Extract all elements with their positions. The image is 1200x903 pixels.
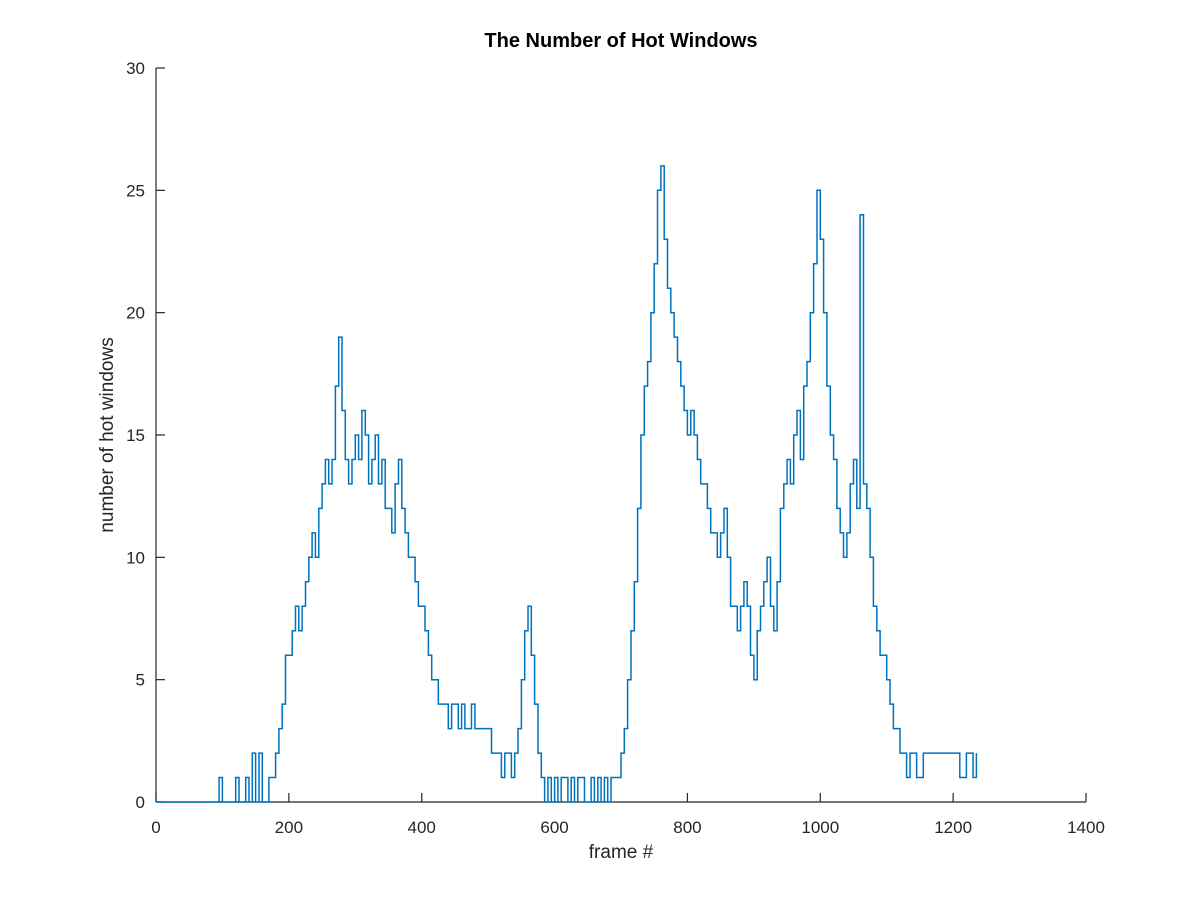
plot-background xyxy=(156,68,1086,802)
x-tick-label: 800 xyxy=(673,818,701,837)
x-axis-label: frame # xyxy=(589,842,654,863)
y-tick-label: 25 xyxy=(126,181,145,200)
y-tick-label: 20 xyxy=(126,304,145,323)
x-tick-label: 1200 xyxy=(934,818,972,837)
x-tick-label: 400 xyxy=(408,818,436,837)
x-tick-label: 600 xyxy=(540,818,568,837)
x-tick-label: 0 xyxy=(151,818,160,837)
x-tick-label: 1400 xyxy=(1067,818,1105,837)
y-tick-label: 10 xyxy=(126,548,145,567)
x-tick-label: 1000 xyxy=(801,818,839,837)
x-tick-label: 200 xyxy=(275,818,303,837)
x-ticks: 0 200 400 600 800 1000 1200 1400 xyxy=(151,793,1105,837)
y-tick-label: 0 xyxy=(136,793,145,812)
y-tick-label: 15 xyxy=(126,426,145,445)
y-tick-label: 30 xyxy=(126,59,145,78)
y-axis-label: number of hot windows xyxy=(97,337,118,532)
chart-title: The Number of Hot Windows xyxy=(484,30,757,52)
series-line-hot-windows xyxy=(156,165,978,803)
y-tick-label: 5 xyxy=(136,671,145,690)
